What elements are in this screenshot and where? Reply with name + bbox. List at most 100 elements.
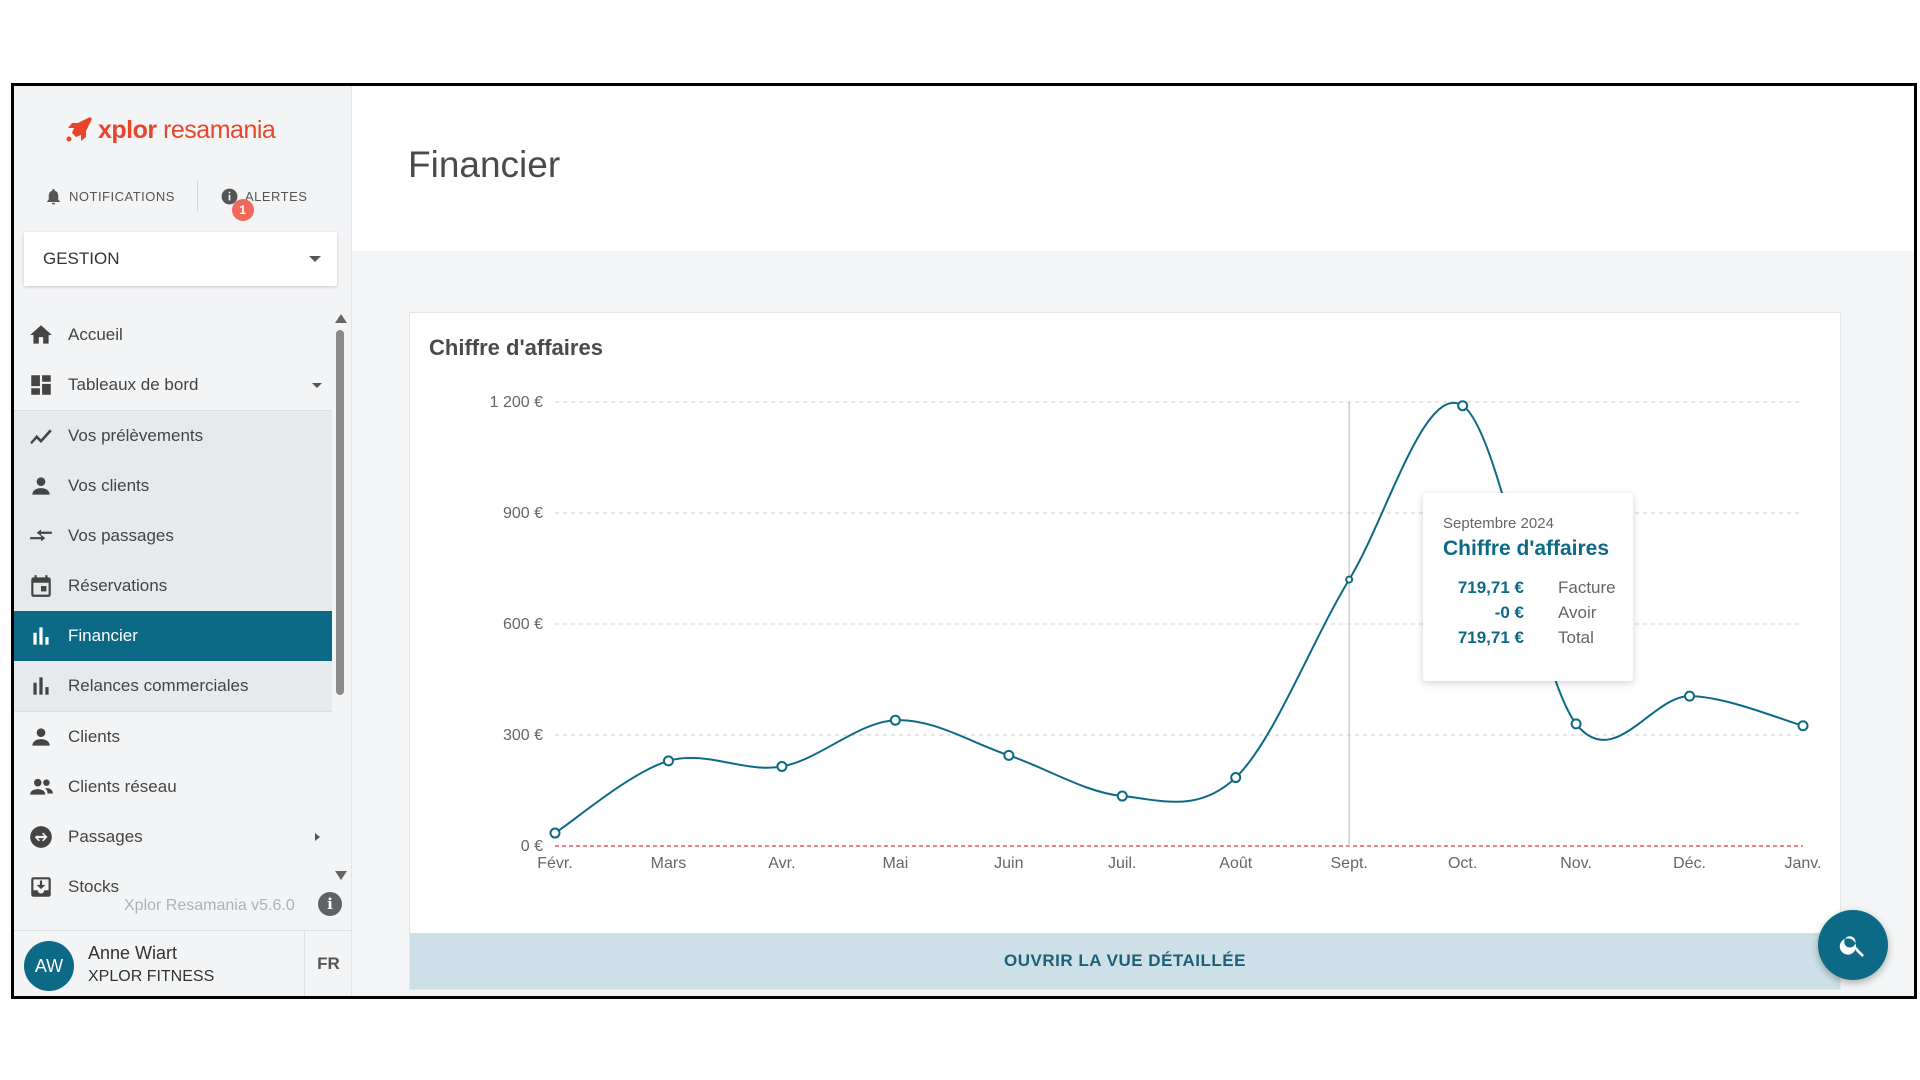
search-icon: [1839, 936, 1864, 957]
sidebar-item-label: Accueil: [68, 325, 123, 344]
chart-tooltip: Septembre 2024 Chiffre d'affaires 719,71…: [1423, 493, 1633, 681]
x-tick-label: Avr.: [768, 855, 795, 872]
sidebar-item-financier[interactable]: Financier: [14, 611, 332, 661]
sidebar-item-label: Vos clients: [68, 476, 150, 495]
page-title: Financier: [408, 144, 561, 185]
x-tick-label: Oct.: [1448, 855, 1477, 872]
sidebar: xplor resamania NOTIFICATIONS ALERTES 1 …: [14, 86, 352, 996]
tooltip-value: 719,71 €: [1457, 578, 1524, 597]
notifications-button[interactable]: NOTIFICATIONS: [44, 187, 175, 206]
people-icon: [30, 778, 53, 795]
tooltip-period: Septembre 2024: [1443, 515, 1554, 532]
notifications-label: NOTIFICATIONS: [69, 188, 175, 204]
sidebar-menu: Accueil Tableaux de bord Vos prélèvement…: [14, 310, 332, 912]
user-organization: XPLOR FITNESS: [88, 968, 215, 985]
logo-wordmark: xplor resamania: [98, 115, 276, 144]
tooltip-value: 719,71 €: [1457, 628, 1524, 647]
open-detailed-view-button[interactable]: OUVRIR LA VUE DÉTAILLÉE: [410, 933, 1840, 989]
y-tick-label: 1 200 €: [490, 394, 543, 411]
x-tick-label: Févr.: [537, 855, 573, 872]
data-point: [776, 760, 788, 772]
page-header: Financier: [352, 86, 1914, 251]
alerts-label: ALERTES: [244, 188, 308, 204]
data-point: [1457, 400, 1469, 412]
dashboard-submenu: Vos prélèvements Vos clients Vos passage…: [14, 410, 332, 712]
user-panel: AW Anne Wiart XPLOR FITNESS FR: [14, 930, 352, 996]
sidebar-item-label: Tableaux de bord: [68, 375, 199, 394]
sidebar-item-vos-prelevements[interactable]: Vos prélèvements: [14, 411, 332, 461]
chevron-down-icon: [312, 382, 322, 388]
stock-icon: [31, 877, 51, 897]
data-point: [549, 827, 561, 839]
tooltip-row-avoir: -0 € Avoir: [1443, 603, 1623, 625]
bar-chart-icon: [33, 627, 49, 645]
tooltip-value: -0 €: [1494, 603, 1524, 622]
alerts-button[interactable]: ALERTES 1: [220, 187, 308, 221]
chevron-right-icon: [315, 833, 320, 841]
sidebar-item-label: Clients: [68, 727, 120, 746]
data-point: [662, 755, 674, 767]
x-tick-label: Mars: [651, 855, 687, 872]
logo[interactable]: xplor resamania: [64, 110, 276, 150]
sidebar-item-vos-clients[interactable]: Vos clients: [14, 461, 332, 511]
sidebar-item-label: Passages: [68, 827, 143, 846]
x-tick-label: Nov.: [1560, 855, 1592, 872]
calendar-icon: [31, 575, 51, 597]
language-button[interactable]: FR: [304, 931, 352, 996]
revenue-card: Chiffre d'affaires 0 € 300 € 600 € 900 € 1 2…: [409, 312, 1841, 990]
search-button[interactable]: [1818, 910, 1888, 980]
sidebar-item-label: Clients réseau: [68, 777, 177, 796]
tooltip-label: Avoir: [1558, 603, 1597, 622]
sidebar-item-stocks[interactable]: Stocks: [14, 862, 332, 912]
tooltip-label: Total: [1558, 628, 1594, 647]
x-tick-label: Juin: [994, 855, 1023, 872]
sidebar-item-relances-commerciales[interactable]: Relances commerciales: [14, 661, 332, 711]
sync-icon: [30, 826, 52, 848]
y-tick-label: 900 €: [503, 505, 543, 522]
scrollbar-thumb[interactable]: [336, 330, 344, 695]
sidebar-item-tableaux-de-bord[interactable]: Tableaux de bord: [14, 360, 332, 410]
divider: [196, 181, 198, 211]
sidebar-item-label: Vos prélèvements: [68, 426, 204, 445]
scroll-up-icon[interactable]: [335, 314, 347, 323]
section-select[interactable]: GESTION: [24, 232, 337, 286]
x-tick-label: Août: [1219, 855, 1252, 872]
sidebar-item-label: Financier: [68, 626, 138, 645]
sidebar-scrollbar[interactable]: [334, 310, 347, 880]
x-tick-label: Sept.: [1331, 855, 1368, 872]
y-tick-label: 300 €: [503, 727, 543, 744]
y-tick-label: 0 €: [521, 838, 543, 855]
bar-chart-icon: [33, 677, 49, 695]
data-point: [1797, 720, 1809, 732]
sidebar-item-clients-reseau[interactable]: Clients réseau: [14, 762, 332, 812]
data-point: [1003, 749, 1015, 761]
chevron-down-icon: [309, 256, 321, 262]
sidebar-item-passages[interactable]: Passages: [14, 812, 332, 862]
avatar[interactable]: AW: [24, 941, 74, 991]
data-point: [1345, 575, 1354, 584]
data-point: [1570, 718, 1582, 730]
top-actions: NOTIFICATIONS ALERTES 1: [44, 178, 334, 221]
sidebar-item-reservations[interactable]: Réservations: [14, 561, 332, 611]
data-point: [1230, 772, 1242, 784]
data-point: [889, 714, 901, 726]
sidebar-item-accueil[interactable]: Accueil: [14, 310, 332, 360]
sidebar-item-vos-passages[interactable]: Vos passages: [14, 511, 332, 561]
user-name: Anne Wiart: [88, 943, 178, 963]
main-content: Financier Chiffre d'affaires 0 € 300 € 600…: [352, 86, 1914, 996]
trend-icon: [30, 429, 52, 445]
app-version: Xplor Resamania v5.6.0: [124, 897, 295, 914]
data-point: [1684, 690, 1696, 702]
info-icon: [221, 188, 238, 204]
y-tick-label: 600 €: [503, 616, 543, 633]
dashboard-icon: [31, 375, 51, 395]
scroll-down-icon[interactable]: [335, 871, 347, 880]
person-icon: [32, 477, 50, 495]
x-tick-label: Déc.: [1673, 855, 1706, 872]
tooltip-row-total: 719,71 € Total: [1443, 628, 1623, 650]
app-window: xplor resamania NOTIFICATIONS ALERTES 1 …: [11, 83, 1917, 999]
rocket-logo-icon: [66, 117, 92, 142]
x-tick-label: Juil.: [1108, 855, 1136, 872]
version-info-icon[interactable]: i: [318, 892, 342, 916]
sidebar-item-clients[interactable]: Clients: [14, 712, 332, 762]
